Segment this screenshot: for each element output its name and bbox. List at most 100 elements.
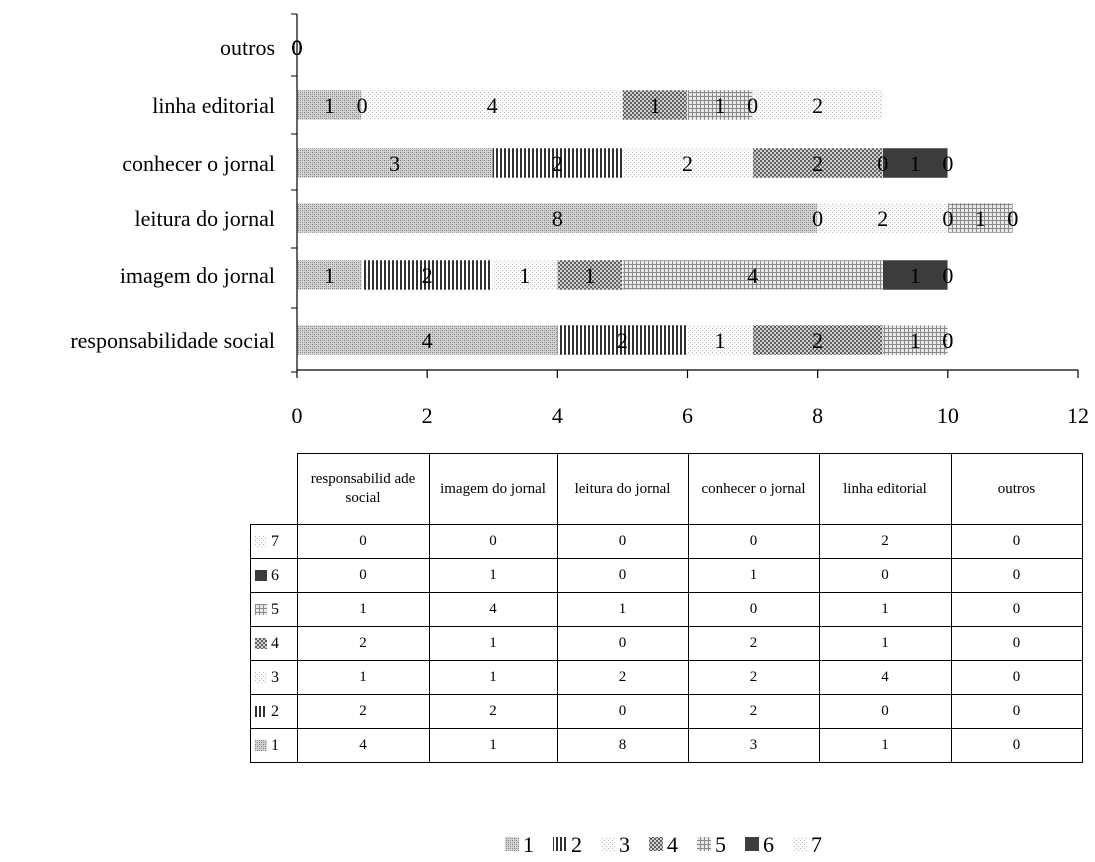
x-tick-label: 10 xyxy=(937,403,959,428)
bar-segment xyxy=(817,202,949,234)
data-label: 2 xyxy=(812,328,823,353)
data-label: 0 xyxy=(942,151,953,176)
table-row-label: 1 xyxy=(271,736,279,754)
data-label: 0 xyxy=(1007,206,1018,231)
table-cell: 0 xyxy=(556,694,689,729)
category-label: leitura do jornal xyxy=(134,206,275,231)
data-label: 4 xyxy=(487,93,498,118)
table-row-label: 7 xyxy=(271,532,279,550)
table-row-header: 6 xyxy=(250,558,298,593)
bar-segment xyxy=(622,259,884,291)
table-cell: 2 xyxy=(556,660,689,695)
data-label: 2 xyxy=(812,151,823,176)
table-cell: 3 xyxy=(687,728,820,763)
table-legend-swatch xyxy=(255,638,267,650)
data-label: 1 xyxy=(324,263,335,288)
table-cell: 2 xyxy=(687,626,820,661)
data-label: 0 xyxy=(747,93,758,118)
category-label: responsabilidade social xyxy=(70,328,275,353)
data-label: 0 xyxy=(942,263,953,288)
table-cell: 0 xyxy=(818,558,952,593)
bar-segment xyxy=(622,89,688,121)
bar-segment xyxy=(492,147,623,179)
legend-label: 3 xyxy=(619,832,630,857)
category-label: imagem do jornal xyxy=(120,263,275,288)
table-legend-swatch xyxy=(255,672,267,684)
table-cell: 1 xyxy=(687,558,820,593)
legend-label: 6 xyxy=(763,832,774,857)
legend-swatch xyxy=(745,837,759,851)
table-header-row: responsabilid ade social imagem do jornal… xyxy=(250,453,1083,525)
table-cell: 0 xyxy=(950,592,1083,627)
table-cell: 4 xyxy=(818,660,952,695)
data-label: 8 xyxy=(552,206,563,231)
table-row-label: 6 xyxy=(271,566,279,584)
data-label: 1 xyxy=(910,151,921,176)
table-column-header: leitura do jornal xyxy=(556,453,689,525)
table-cell: 2 xyxy=(428,694,558,729)
table-row-header: 4 xyxy=(250,626,298,661)
data-label: 0 xyxy=(877,151,888,176)
table-cell: 0 xyxy=(296,558,430,593)
bar-segment xyxy=(752,324,883,356)
bar-segment xyxy=(492,259,558,291)
data-label: 3 xyxy=(389,151,400,176)
table-legend-swatch xyxy=(255,536,267,548)
table-row-header: 5 xyxy=(250,592,298,627)
bar-segment xyxy=(882,147,949,179)
legend-swatch xyxy=(793,837,807,851)
legend-swatch xyxy=(505,837,519,851)
table-cell: 1 xyxy=(818,592,952,627)
table-column-header: responsabilid ade social xyxy=(296,453,430,525)
x-tick-label: 12 xyxy=(1067,403,1089,428)
data-label: 2 xyxy=(877,206,888,231)
bar-segment xyxy=(361,259,493,291)
data-label: 4 xyxy=(747,263,758,288)
table-cell: 1 xyxy=(818,626,952,661)
table-row-label: 5 xyxy=(271,600,279,618)
legend-swatch xyxy=(601,837,615,851)
table-row-header: 2 xyxy=(250,694,298,729)
bar-segment xyxy=(296,89,363,121)
table-cell: 0 xyxy=(556,626,689,661)
table-cell: 0 xyxy=(950,694,1083,729)
table-cell: 2 xyxy=(687,660,820,695)
table-row-label: 2 xyxy=(271,702,279,720)
data-label: 1 xyxy=(910,263,921,288)
table-cell: 0 xyxy=(687,524,820,559)
data-label: 0 xyxy=(357,93,368,118)
bar-segment xyxy=(557,259,623,291)
table-legend-swatch xyxy=(255,706,267,718)
table-column-header: conhecer o jornal xyxy=(687,453,820,525)
table-cell: 1 xyxy=(556,592,689,627)
data-label: 1 xyxy=(519,263,530,288)
data-label: 0 xyxy=(1007,206,1018,231)
table-cell: 0 xyxy=(687,592,820,627)
category-label: linha editorial xyxy=(152,93,275,118)
table-legend-swatch xyxy=(255,570,267,582)
data-label: 2 xyxy=(682,151,693,176)
legend-swatch xyxy=(649,837,663,851)
x-tick-label: 4 xyxy=(552,403,563,428)
bar-segment xyxy=(622,147,753,179)
bar-segment xyxy=(947,202,1014,234)
table-cell: 1 xyxy=(428,558,558,593)
table-row-header: 1 xyxy=(250,728,298,763)
table-cell: 2 xyxy=(818,524,952,559)
data-label: 1 xyxy=(324,93,335,118)
table-corner xyxy=(250,453,298,525)
x-tick-label: 0 xyxy=(292,403,303,428)
data-label: 0 xyxy=(942,206,953,231)
table-cell: 0 xyxy=(556,524,689,559)
table-cell: 0 xyxy=(296,524,430,559)
data-label: 0 xyxy=(942,328,953,353)
bar-segment xyxy=(557,324,688,356)
data-table: responsabilid ade social imagem do jornal… xyxy=(250,453,1083,763)
table-row-header: 3 xyxy=(250,660,298,695)
data-label: 0 xyxy=(812,206,823,231)
legend-swatch xyxy=(553,837,567,851)
legend-label: 2 xyxy=(571,832,582,857)
